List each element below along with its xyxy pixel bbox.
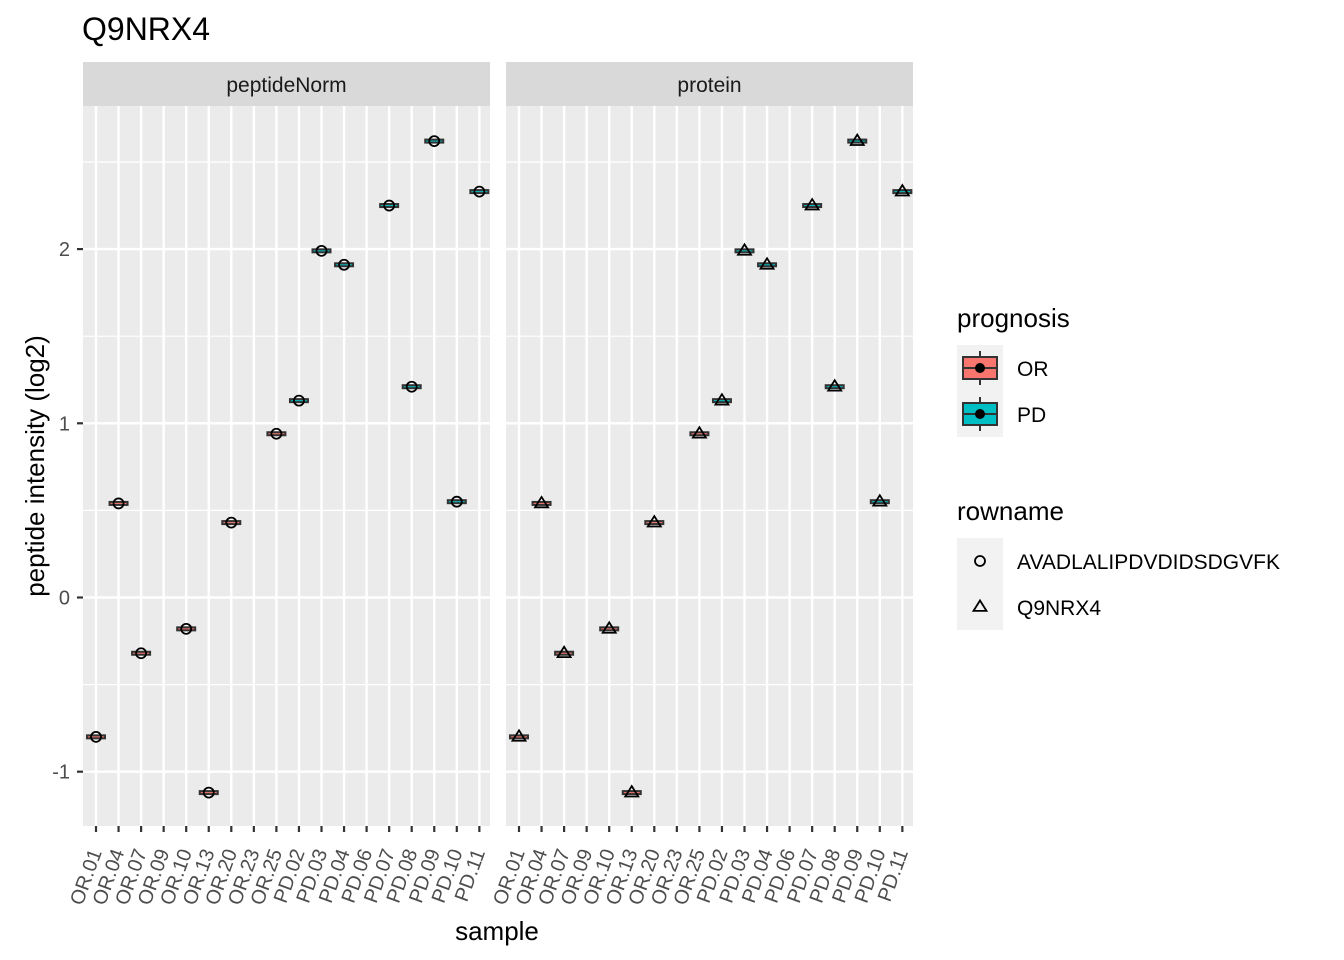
point-triangle bbox=[826, 378, 843, 392]
facet-panel-peptidenorm: peptideNormOR.01OR.04OR.07OR.09OR.10OR.1… bbox=[66, 62, 490, 908]
box-pd-07 bbox=[802, 203, 823, 209]
box-pd-11 bbox=[469, 189, 490, 195]
point-circle bbox=[180, 622, 193, 635]
box-pd-02 bbox=[711, 398, 732, 404]
point-circle bbox=[315, 244, 328, 257]
box-pd-03 bbox=[311, 248, 332, 254]
facet-strip bbox=[506, 62, 913, 106]
point-triangle bbox=[601, 620, 618, 634]
point-triangle bbox=[555, 645, 573, 659]
point-triangle bbox=[736, 242, 753, 256]
legend-key-triangle bbox=[971, 598, 989, 612]
y-tick-label: -1 bbox=[52, 762, 70, 784]
box-pd-11 bbox=[892, 189, 913, 195]
box-pd-10 bbox=[446, 499, 467, 505]
box-pd-04 bbox=[757, 262, 778, 268]
legend-title-prognosis: prognosis bbox=[957, 303, 1070, 333]
box-or-20 bbox=[221, 520, 242, 526]
box-pd-10 bbox=[869, 499, 890, 505]
box-pd-08 bbox=[824, 384, 845, 390]
y-tick-label: 1 bbox=[59, 413, 70, 435]
box-or-07 bbox=[554, 650, 575, 656]
box-or-10 bbox=[176, 626, 197, 632]
panel-background bbox=[83, 106, 490, 826]
point-triangle bbox=[849, 132, 866, 146]
facet-strip bbox=[83, 62, 490, 106]
legend-key-bg bbox=[957, 538, 1003, 584]
facet-strip-label: protein bbox=[677, 74, 741, 97]
point-circle bbox=[338, 258, 350, 271]
point-triangle bbox=[758, 256, 776, 270]
point-triangle bbox=[533, 495, 550, 509]
legend-label-peptide: AVADLALIPDVDIDSDGVFK bbox=[1017, 551, 1280, 574]
legend-label-protein: Q9NRX4 bbox=[1017, 597, 1101, 620]
box-pd-07 bbox=[379, 203, 400, 209]
point-circle bbox=[450, 495, 463, 508]
legend-title-rowname: rowname bbox=[957, 496, 1064, 526]
point-triangle bbox=[894, 183, 911, 197]
point-triangle bbox=[691, 425, 708, 439]
chart-title: Q9NRX4 bbox=[82, 11, 210, 47]
point-circle bbox=[135, 647, 148, 660]
point-circle bbox=[383, 199, 396, 212]
legend: prognosis OR PD rowname AVADLALIPDVDIDSD… bbox=[957, 303, 1280, 630]
box-or-04 bbox=[108, 500, 129, 506]
box-pd-04 bbox=[334, 262, 355, 268]
y-tick-label: 2 bbox=[59, 239, 70, 261]
box-pd-08 bbox=[401, 384, 422, 390]
box-or-01 bbox=[86, 734, 106, 740]
point-circle bbox=[202, 786, 215, 799]
box-or-20 bbox=[644, 520, 665, 526]
x-axis-title: sample bbox=[455, 916, 539, 946]
point-triangle bbox=[510, 728, 528, 742]
legend-key-point bbox=[975, 363, 985, 373]
legend-label-or: OR bbox=[1017, 358, 1049, 381]
box-pd-03 bbox=[734, 248, 755, 254]
y-tick-label: 0 bbox=[59, 588, 70, 610]
box-or-13 bbox=[198, 790, 219, 796]
y-axis-title: peptide intensity (log2) bbox=[20, 335, 50, 597]
box-or-25 bbox=[689, 431, 710, 437]
point-circle bbox=[405, 380, 418, 393]
facet-strip-label: peptideNorm bbox=[226, 74, 346, 97]
point-circle bbox=[90, 730, 102, 743]
point-circle bbox=[270, 427, 283, 440]
legend-key-circle bbox=[974, 555, 986, 567]
panel-background bbox=[506, 106, 913, 826]
legend-key-point bbox=[975, 409, 985, 419]
legend-label-pd: PD bbox=[1017, 404, 1046, 427]
facet-panels: peptideNormOR.01OR.04OR.07OR.09OR.10OR.1… bbox=[66, 62, 913, 908]
box-or-04 bbox=[531, 500, 552, 506]
box-or-01 bbox=[509, 734, 529, 740]
point-triangle bbox=[804, 197, 821, 211]
facet-panel-protein: proteinOR.01OR.04OR.07OR.09OR.10OR.13OR.… bbox=[489, 62, 913, 908]
point-circle bbox=[112, 497, 125, 510]
point-circle bbox=[225, 516, 238, 529]
box-pd-02 bbox=[288, 398, 309, 404]
legend-key-bg bbox=[957, 584, 1003, 630]
box-or-25 bbox=[266, 431, 287, 437]
y-axis: -1 0 1 2 bbox=[52, 239, 83, 784]
point-triangle bbox=[623, 784, 640, 798]
point-triangle bbox=[713, 392, 731, 406]
box-or-07 bbox=[131, 650, 152, 656]
box-or-13 bbox=[621, 790, 642, 796]
point-triangle bbox=[871, 493, 888, 507]
box-or-10 bbox=[599, 626, 620, 632]
point-triangle bbox=[646, 514, 663, 528]
point-circle bbox=[428, 135, 441, 147]
point-circle bbox=[293, 394, 305, 407]
point-circle bbox=[473, 185, 486, 198]
box-pd-09 bbox=[847, 138, 868, 144]
box-pd-09 bbox=[424, 138, 445, 144]
